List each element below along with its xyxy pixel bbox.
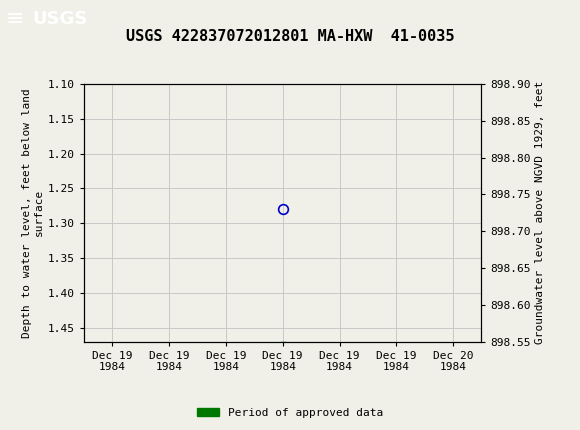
Text: USGS: USGS <box>32 10 87 28</box>
Text: ≡: ≡ <box>6 9 24 29</box>
Y-axis label: Groundwater level above NGVD 1929, feet: Groundwater level above NGVD 1929, feet <box>535 81 545 344</box>
Y-axis label: Depth to water level, feet below land
surface: Depth to water level, feet below land su… <box>22 88 44 338</box>
Legend: Period of approved data: Period of approved data <box>193 403 387 422</box>
Text: USGS 422837072012801 MA-HXW  41-0035: USGS 422837072012801 MA-HXW 41-0035 <box>126 29 454 44</box>
